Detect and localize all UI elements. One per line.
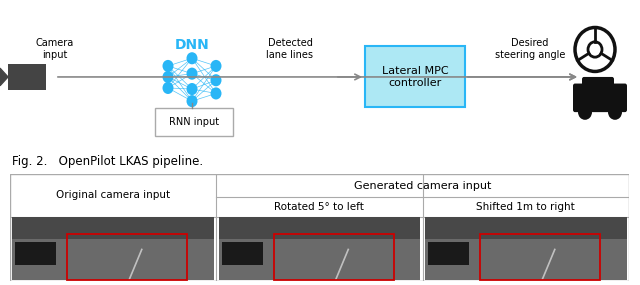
Polygon shape [0,68,8,86]
Circle shape [186,95,198,107]
Bar [155,108,233,136]
FancyBboxPatch shape [15,242,56,265]
Circle shape [163,60,173,72]
Text: Camera
input: Camera input [36,38,74,60]
FancyBboxPatch shape [582,77,614,97]
Circle shape [578,104,592,120]
Text: Shifted 1m to right: Shifted 1m to right [477,202,575,212]
Bar [274,234,394,280]
Bar [425,239,627,280]
Text: Desired
steering angle: Desired steering angle [495,38,565,60]
Circle shape [163,82,173,94]
Text: Rotated 5° to left: Rotated 5° to left [275,202,364,212]
Text: RNN input: RNN input [169,117,219,127]
Bar [425,217,627,239]
Bar [12,239,214,280]
Text: Detected
lane lines: Detected lane lines [266,38,314,60]
Circle shape [211,87,221,99]
Text: Original camera input: Original camera input [56,190,170,200]
FancyBboxPatch shape [573,84,627,112]
Bar [8,64,46,90]
Circle shape [186,52,198,64]
Bar [365,46,465,107]
FancyBboxPatch shape [221,242,263,265]
Circle shape [211,60,221,72]
Bar [12,217,214,239]
Circle shape [163,71,173,83]
Text: Generated camera input: Generated camera input [354,181,492,191]
Bar [481,234,600,280]
Bar [67,234,187,280]
Circle shape [186,68,198,80]
Bar [219,217,420,239]
Circle shape [608,104,622,120]
Text: DNN: DNN [175,38,209,52]
Bar [219,239,420,280]
Circle shape [186,83,198,95]
Text: Lateral MPC
controller: Lateral MPC controller [381,66,448,88]
Bar [425,217,627,280]
Bar [12,217,214,280]
Circle shape [211,74,221,86]
Text: Fig. 2.   OpenPilot LKAS pipeline.: Fig. 2. OpenPilot LKAS pipeline. [12,155,203,168]
FancyBboxPatch shape [428,242,470,265]
Bar [219,217,420,280]
